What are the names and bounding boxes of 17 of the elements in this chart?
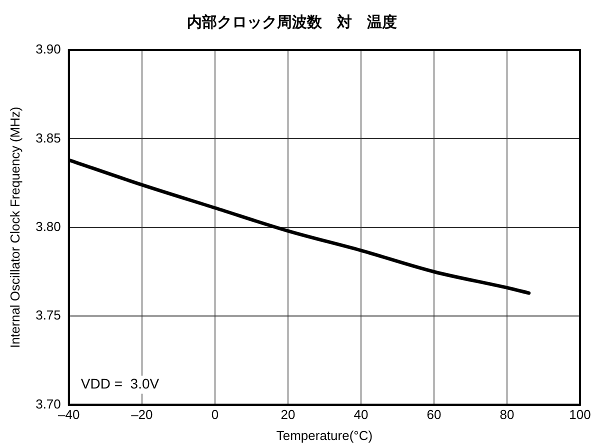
x-axis-title: Temperature(°C) <box>276 428 373 443</box>
annotation: VDD = 3.0V <box>80 376 160 392</box>
x-tick-label: –20 <box>131 407 153 422</box>
x-tick-label: 80 <box>500 407 514 422</box>
x-tick-label: 40 <box>354 407 368 422</box>
y-tick-label: 3.90 <box>36 42 61 57</box>
chart-title: 内部クロック周波数 対 温度 <box>187 13 397 32</box>
y-tick-label: 3.70 <box>36 396 61 412</box>
x-tick-label: 0 <box>211 407 219 422</box>
x-tick-label: –40 <box>58 407 80 422</box>
x-tick-label: 20 <box>280 407 296 422</box>
x-tick-label: 60 <box>426 407 442 422</box>
y-tick-label: 3.85 <box>36 130 61 146</box>
y-tick-label: 3.80 <box>36 218 61 234</box>
x-tick-label: 100 <box>569 407 591 422</box>
y-tick-label: 3.75 <box>36 308 61 323</box>
y-axis-title: Internal Oscillator Clock Frequency (MHz) <box>7 106 22 348</box>
